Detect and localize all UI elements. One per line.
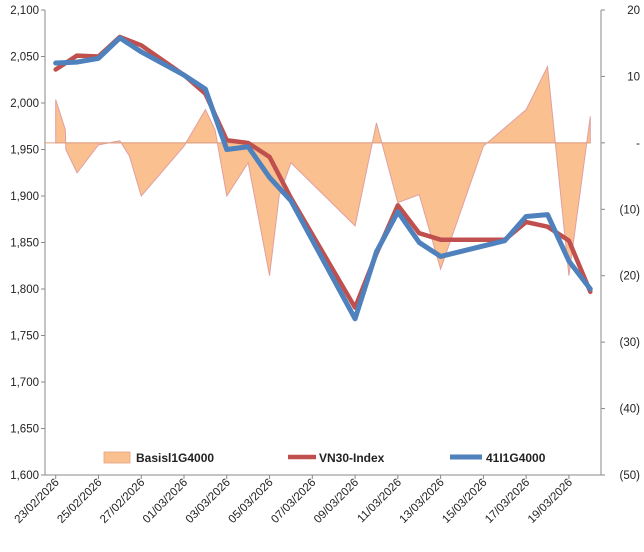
- index-lines-layer: [53, 34, 593, 322]
- right-tick-label: 10: [627, 71, 640, 83]
- x-tick-label: 09/03/2026: [312, 477, 361, 526]
- basis-area-layer: [55, 64, 591, 276]
- legend-label-vn30: VN30-Index: [319, 451, 385, 465]
- basis-area: [55, 64, 591, 276]
- x-tick-label: 27/02/2026: [98, 477, 147, 526]
- x-tick-label: 23/02/2026: [13, 477, 62, 526]
- left-tick-label: 1,950: [10, 145, 39, 157]
- x-tick-label: 13/03/2026: [398, 477, 447, 526]
- left-tick-label: 1,700: [10, 377, 39, 389]
- left-tick-label: 1,900: [10, 191, 39, 203]
- x-tick-label: 15/03/2026: [440, 477, 489, 526]
- x-tick-label: 25/02/2026: [55, 477, 104, 526]
- right-tick-label: (50): [620, 470, 641, 482]
- left-tick-label: 2,100: [10, 5, 39, 17]
- right-tick-label: -: [636, 138, 640, 150]
- legend-swatch-basis: [103, 451, 131, 464]
- left-tick-label: 1,750: [10, 331, 39, 343]
- right-axis-ticks: (50) (40) (30) (20) (10) - 10 20: [601, 5, 640, 482]
- x-axis-ticks: 23/02/202625/02/202627/02/202601/03/2026…: [13, 475, 575, 526]
- plot-frame: [44, 10, 602, 476]
- legend: Basisl1G4000 VN30-Index 41I1G4000: [103, 451, 546, 465]
- right-tick-label: (20): [620, 271, 641, 283]
- x-tick-label: 19/03/2026: [526, 477, 575, 526]
- x-tick-label: 17/03/2026: [483, 477, 532, 526]
- left-tick-label: 1,850: [10, 238, 39, 250]
- x-tick-label: 03/03/2026: [184, 477, 233, 526]
- right-tick-label: 20: [627, 5, 640, 17]
- x-tick-label: 11/03/2026: [355, 477, 404, 526]
- legend-label-basis: Basisl1G4000: [136, 451, 214, 465]
- x-tick-label: 07/03/2026: [269, 477, 318, 526]
- x-tick-label: 05/03/2026: [226, 477, 275, 526]
- left-tick-label: 1,650: [10, 424, 39, 436]
- x-tick-label: 01/03/2026: [141, 477, 190, 526]
- left-tick-label: 1,800: [10, 284, 39, 296]
- left-tick-label: 1,600: [10, 470, 39, 482]
- series-line-41i1g4000: [53, 35, 593, 322]
- left-tick-label: 2,000: [10, 98, 39, 110]
- left-tick-label: 2,050: [10, 52, 39, 64]
- right-tick-label: (10): [620, 204, 641, 216]
- left-axis-ticks: 1,600 1,650 1,700 1,750 1,800 1,850 1,900 1,950…: [10, 5, 45, 482]
- right-tick-label: (40): [620, 404, 641, 416]
- right-tick-label: (30): [620, 337, 641, 349]
- legend-label-41i1g4000: 41I1G4000: [486, 451, 546, 465]
